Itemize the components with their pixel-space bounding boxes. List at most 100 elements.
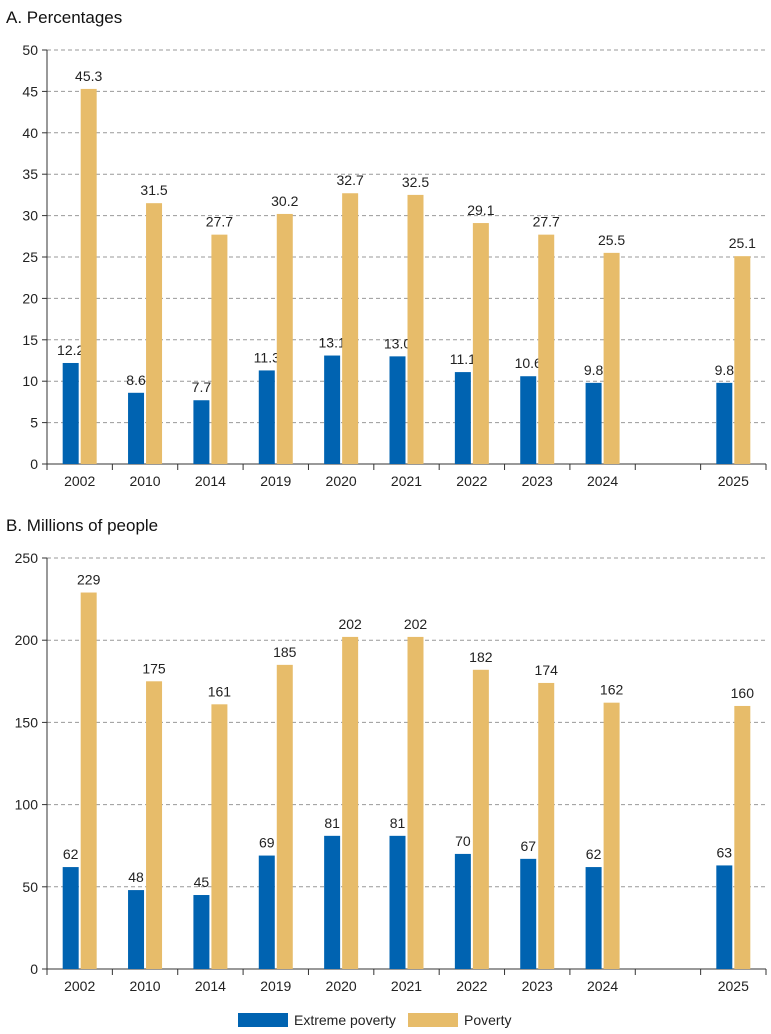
bar-b-extreme-poverty <box>193 895 210 969</box>
data-label-a-poverty: 29.1 <box>467 202 494 218</box>
data-label-b-poverty: 175 <box>142 660 166 676</box>
data-label-a-extreme-poverty: 9.8 <box>715 362 735 378</box>
bar-a-poverty <box>538 234 555 464</box>
data-label-b-extreme-poverty: 69 <box>259 835 275 851</box>
data-label-b-extreme-poverty: 70 <box>455 833 471 849</box>
legend-item-extreme-poverty: Extreme poverty <box>238 1012 396 1028</box>
data-label-a-poverty: 25.1 <box>729 235 756 251</box>
data-label-b-poverty: 182 <box>469 649 493 665</box>
x-tick-label-a: 2025 <box>718 473 749 489</box>
data-label-b-poverty: 161 <box>208 683 232 699</box>
y-tick-label-a: 30 <box>22 208 38 224</box>
data-label-b-extreme-poverty: 81 <box>324 815 340 831</box>
data-label-a-poverty: 30.2 <box>271 193 298 209</box>
bar-a-extreme-poverty <box>258 370 275 464</box>
bar-b-poverty <box>407 636 424 969</box>
data-label-a-extreme-poverty: 11.1 <box>450 351 476 367</box>
x-tick-label-b: 2021 <box>391 978 422 994</box>
data-label-b-extreme-poverty: 45 <box>194 874 210 890</box>
data-label-a-extreme-poverty: 11.3 <box>254 349 280 365</box>
y-tick-label-a: 5 <box>30 415 38 431</box>
x-tick-label-b: 2025 <box>718 978 749 994</box>
bar-a-extreme-poverty <box>716 382 733 464</box>
legend-swatch-poverty <box>408 1013 458 1027</box>
x-tick-label-a: 2024 <box>587 473 618 489</box>
y-tick-label-b: 250 <box>15 550 39 566</box>
bar-b-poverty <box>342 636 359 969</box>
data-label-a-poverty: 32.7 <box>337 172 364 188</box>
bar-b-extreme-poverty <box>520 858 537 969</box>
bar-a-poverty <box>211 234 228 464</box>
bar-b-extreme-poverty <box>128 890 145 969</box>
data-label-a-extreme-poverty: 12.2 <box>57 342 84 358</box>
x-tick-label-b: 2023 <box>522 978 553 994</box>
data-label-b-poverty: 202 <box>338 616 362 632</box>
data-label-a-poverty: 27.7 <box>533 214 560 230</box>
bar-b-extreme-poverty <box>716 865 733 969</box>
data-label-b-extreme-poverty: 63 <box>717 844 733 860</box>
bar-b-extreme-poverty <box>389 835 406 969</box>
y-tick-label-b: 0 <box>30 961 38 977</box>
bar-a-poverty <box>276 213 293 464</box>
data-label-a-extreme-poverty: 9.8 <box>584 362 604 378</box>
y-tick-label-b: 100 <box>15 797 39 813</box>
data-label-a-extreme-poverty: 10.6 <box>515 355 542 371</box>
bar-b-poverty <box>734 705 751 969</box>
y-tick-label-b: 150 <box>15 714 39 730</box>
legend-label-poverty: Poverty <box>464 1012 512 1028</box>
y-tick-label-a: 15 <box>22 332 38 348</box>
data-label-b-poverty: 162 <box>600 682 624 698</box>
data-label-a-extreme-poverty: 13.0 <box>384 335 411 351</box>
data-label-a-extreme-poverty: 13.1 <box>319 335 346 351</box>
x-tick-label-b: 2019 <box>260 978 291 994</box>
bar-b-poverty <box>472 669 489 969</box>
bar-b-extreme-poverty <box>62 867 79 969</box>
chart-a-title: A. Percentages <box>6 8 123 27</box>
x-tick-label-a: 2010 <box>129 473 160 489</box>
bar-a-poverty <box>472 223 489 464</box>
data-label-b-extreme-poverty: 62 <box>63 846 79 862</box>
data-label-a-poverty: 27.7 <box>206 214 233 230</box>
x-tick-label-a: 2019 <box>260 473 291 489</box>
x-tick-label-a: 2021 <box>391 473 422 489</box>
data-label-a-poverty: 45.3 <box>75 68 102 84</box>
bar-b-extreme-poverty <box>258 855 275 969</box>
bar-b-poverty <box>538 682 555 969</box>
x-tick-label-b: 2002 <box>64 978 95 994</box>
data-label-a-extreme-poverty: 8.6 <box>126 372 146 388</box>
bar-a-extreme-poverty <box>128 392 145 464</box>
data-label-b-poverty: 185 <box>273 644 297 660</box>
bar-a-extreme-poverty <box>324 355 341 464</box>
x-tick-label-a: 2020 <box>326 473 357 489</box>
data-label-b-poverty: 229 <box>77 572 101 588</box>
y-tick-label-a: 20 <box>22 290 38 306</box>
data-label-a-extreme-poverty: 7.7 <box>192 379 212 395</box>
bar-a-poverty <box>603 252 620 464</box>
x-tick-label-b: 2024 <box>587 978 618 994</box>
bar-b-poverty <box>276 664 293 969</box>
y-tick-label-a: 50 <box>22 42 38 58</box>
bar-a-extreme-poverty <box>389 356 406 464</box>
data-label-b-poverty: 174 <box>535 662 559 678</box>
y-tick-label-b: 50 <box>22 879 38 895</box>
y-tick-label-a: 45 <box>22 83 38 99</box>
y-tick-label-b: 200 <box>15 632 39 648</box>
bar-b-poverty <box>603 702 620 969</box>
x-tick-label-a: 2022 <box>456 473 487 489</box>
legend-swatch-extreme-poverty <box>238 1013 288 1027</box>
bar-b-extreme-poverty <box>585 867 602 969</box>
chart-b-title: B. Millions of people <box>6 516 159 535</box>
y-tick-label-a: 0 <box>30 456 38 472</box>
bar-a-extreme-poverty <box>520 376 537 464</box>
y-tick-label-a: 10 <box>22 373 38 389</box>
bar-a-extreme-poverty <box>62 362 79 464</box>
legend: Extreme poverty Poverty <box>0 1012 771 1034</box>
x-tick-label-a: 2023 <box>522 473 553 489</box>
y-tick-label-a: 40 <box>22 125 38 141</box>
bar-a-poverty <box>734 256 751 464</box>
data-label-b-extreme-poverty: 48 <box>128 869 144 885</box>
bar-a-extreme-poverty <box>454 372 471 464</box>
x-tick-label-b: 2010 <box>129 978 160 994</box>
x-tick-label-a: 2002 <box>64 473 95 489</box>
